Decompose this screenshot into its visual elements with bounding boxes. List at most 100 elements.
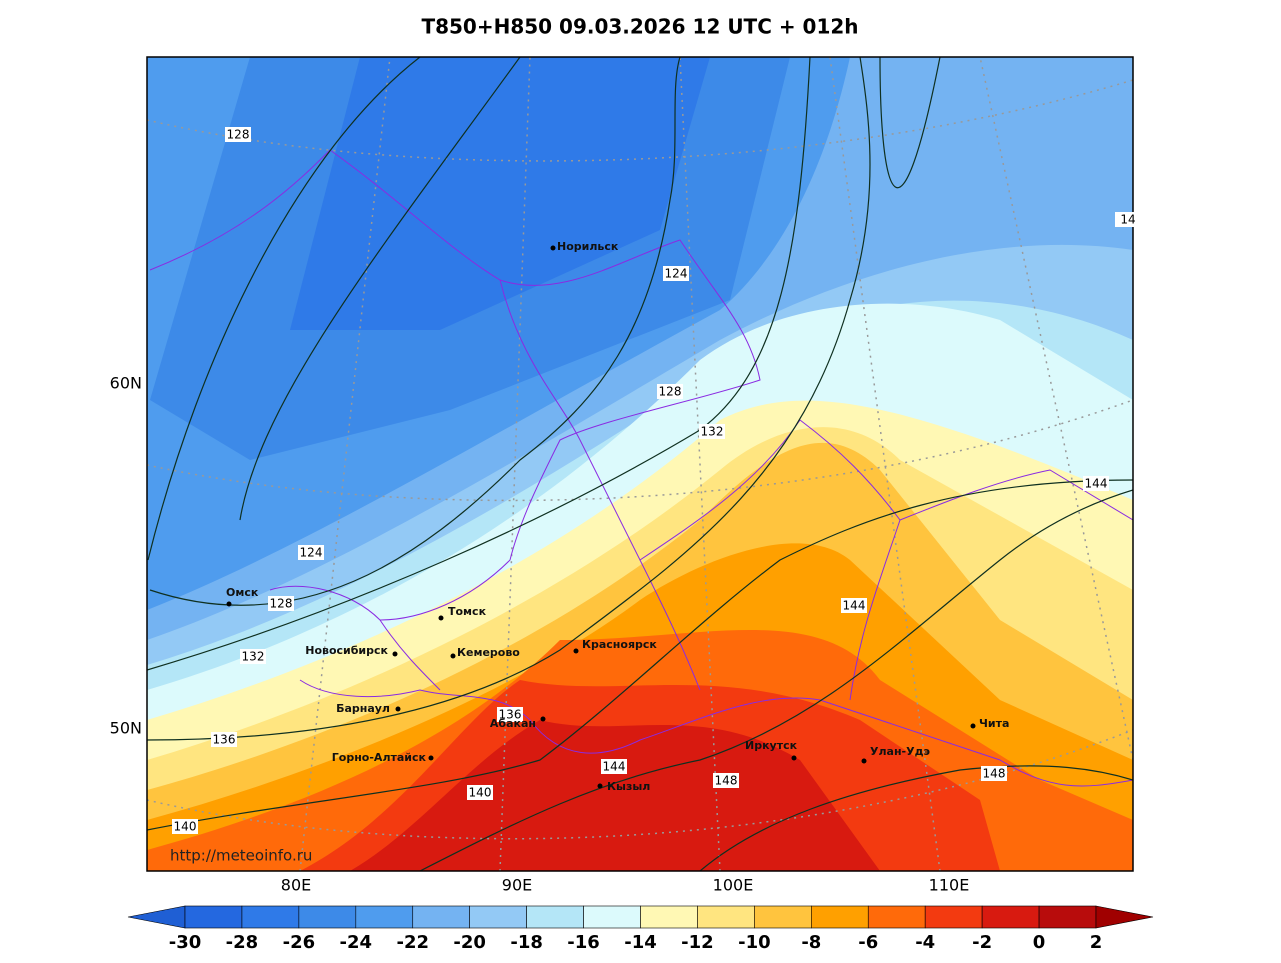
colorbar-swatch [583,905,641,929]
temperature-area [350,720,880,871]
city-name: Омск [226,586,259,599]
contour-label: 144 [843,599,866,613]
height-contour [149,57,681,606]
contour-label: 148 [715,774,738,788]
height-contour [147,57,421,561]
colorbar-swatch [526,905,584,929]
contour-label: 128 [659,385,682,399]
contour-label: 136 [499,708,522,722]
border [149,149,761,621]
contour-label-bg [699,424,725,439]
city-dot [597,783,603,789]
height-contour [879,57,941,189]
contour-label-bg [657,384,683,399]
height-contour [419,489,1133,871]
city-dot [540,716,546,722]
contour-label-bg [240,649,266,664]
colorbar-swatch [412,905,470,929]
contour-label: 124 [665,267,688,281]
city-name: Норильск [557,240,619,253]
colorbar-swatch [640,905,698,929]
contour-label-bg [981,766,1007,781]
city-name: Барнаул [336,702,390,715]
longitude-label: 80E [281,876,311,895]
city-name: Горно-Алтайск [332,751,427,764]
colorbar-tick-label: -6 [858,932,878,953]
graticule [679,57,721,871]
graticule [499,57,531,871]
colorbar-swatch [924,905,983,929]
border [499,279,1133,561]
colorbar-tick-label: -12 [681,932,714,953]
longitude-label: 110E [929,876,970,895]
colorbar-tick-label: -2 [972,932,992,953]
contour-label-bg [225,127,251,142]
colorbar-tick-label: -10 [738,932,771,953]
latitude-label: 60N [110,374,142,393]
contour-label: 128 [227,128,250,142]
city-name: Красноярск [582,638,657,651]
colorbar-tick-label: -30 [169,932,202,953]
colorbar-tick-label: -4 [915,932,935,953]
city-dot [861,758,867,764]
city-name: Кызыл [607,780,650,793]
city-dot [970,723,976,729]
height-contour [147,57,811,671]
colorbar-tick-label: 0 [1033,932,1046,953]
contour-label: 132 [701,425,724,439]
city-name: Кемерово [457,646,520,659]
contour-label: 140 [174,820,197,834]
colorbar-tick-label: -24 [340,932,373,953]
colorbar-tick-label: -26 [283,932,316,953]
contour-label: 14 [1120,213,1135,227]
city-dot [395,706,401,712]
contour-label-bg [601,759,627,774]
contour-label: 140 [469,786,492,800]
border [299,679,1133,787]
colorbar-tick-label: -28 [226,932,259,953]
latitude-label: 50N [110,719,142,738]
contour-label-bg [841,598,867,613]
colorbar-extend-low [127,905,186,929]
colorbar-swatch [811,905,869,929]
contour-label-bg [663,266,689,281]
contour-label: 144 [603,760,626,774]
city-dot [791,755,797,761]
colorbar-swatch [1038,905,1097,929]
city-dot [573,648,579,654]
colorbar-tick-label: 2 [1090,932,1103,953]
city-dot [428,755,434,761]
map-area [147,57,1133,871]
colorbar-tick-label: -22 [396,932,429,953]
colorbar-swatch [184,905,243,929]
city-name: Иркутск [745,739,798,752]
map-frame [146,56,1134,872]
border [379,519,901,701]
contour-label-bg [497,707,523,722]
colorbar-tick-label: -20 [453,932,486,953]
contour-label-bg [211,732,237,747]
city-dot [550,245,556,251]
graticule [979,57,1133,761]
colorbar-swatch [867,905,926,929]
source-url: http://meteoinfo.ru [170,847,312,865]
city-dot [438,615,444,621]
city-dot [450,653,456,659]
height-contour [147,57,871,741]
contour-label: 132 [242,650,265,664]
colorbar-swatch [981,905,1040,929]
city-dot [226,601,232,607]
contour-label: 124 [300,546,323,560]
contour-label-bg [298,545,324,560]
city-name: Чита [979,717,1009,730]
colorbar-swatch [298,905,357,929]
contour-label-bg [467,785,493,800]
height-contour [147,479,1133,831]
colorbar-swatch [754,905,812,929]
city-name: Улан-Удэ [870,745,930,758]
colorbar-swatch [469,905,527,929]
city-name: Новосибирск [305,644,388,657]
contour-label-bg [268,596,294,611]
